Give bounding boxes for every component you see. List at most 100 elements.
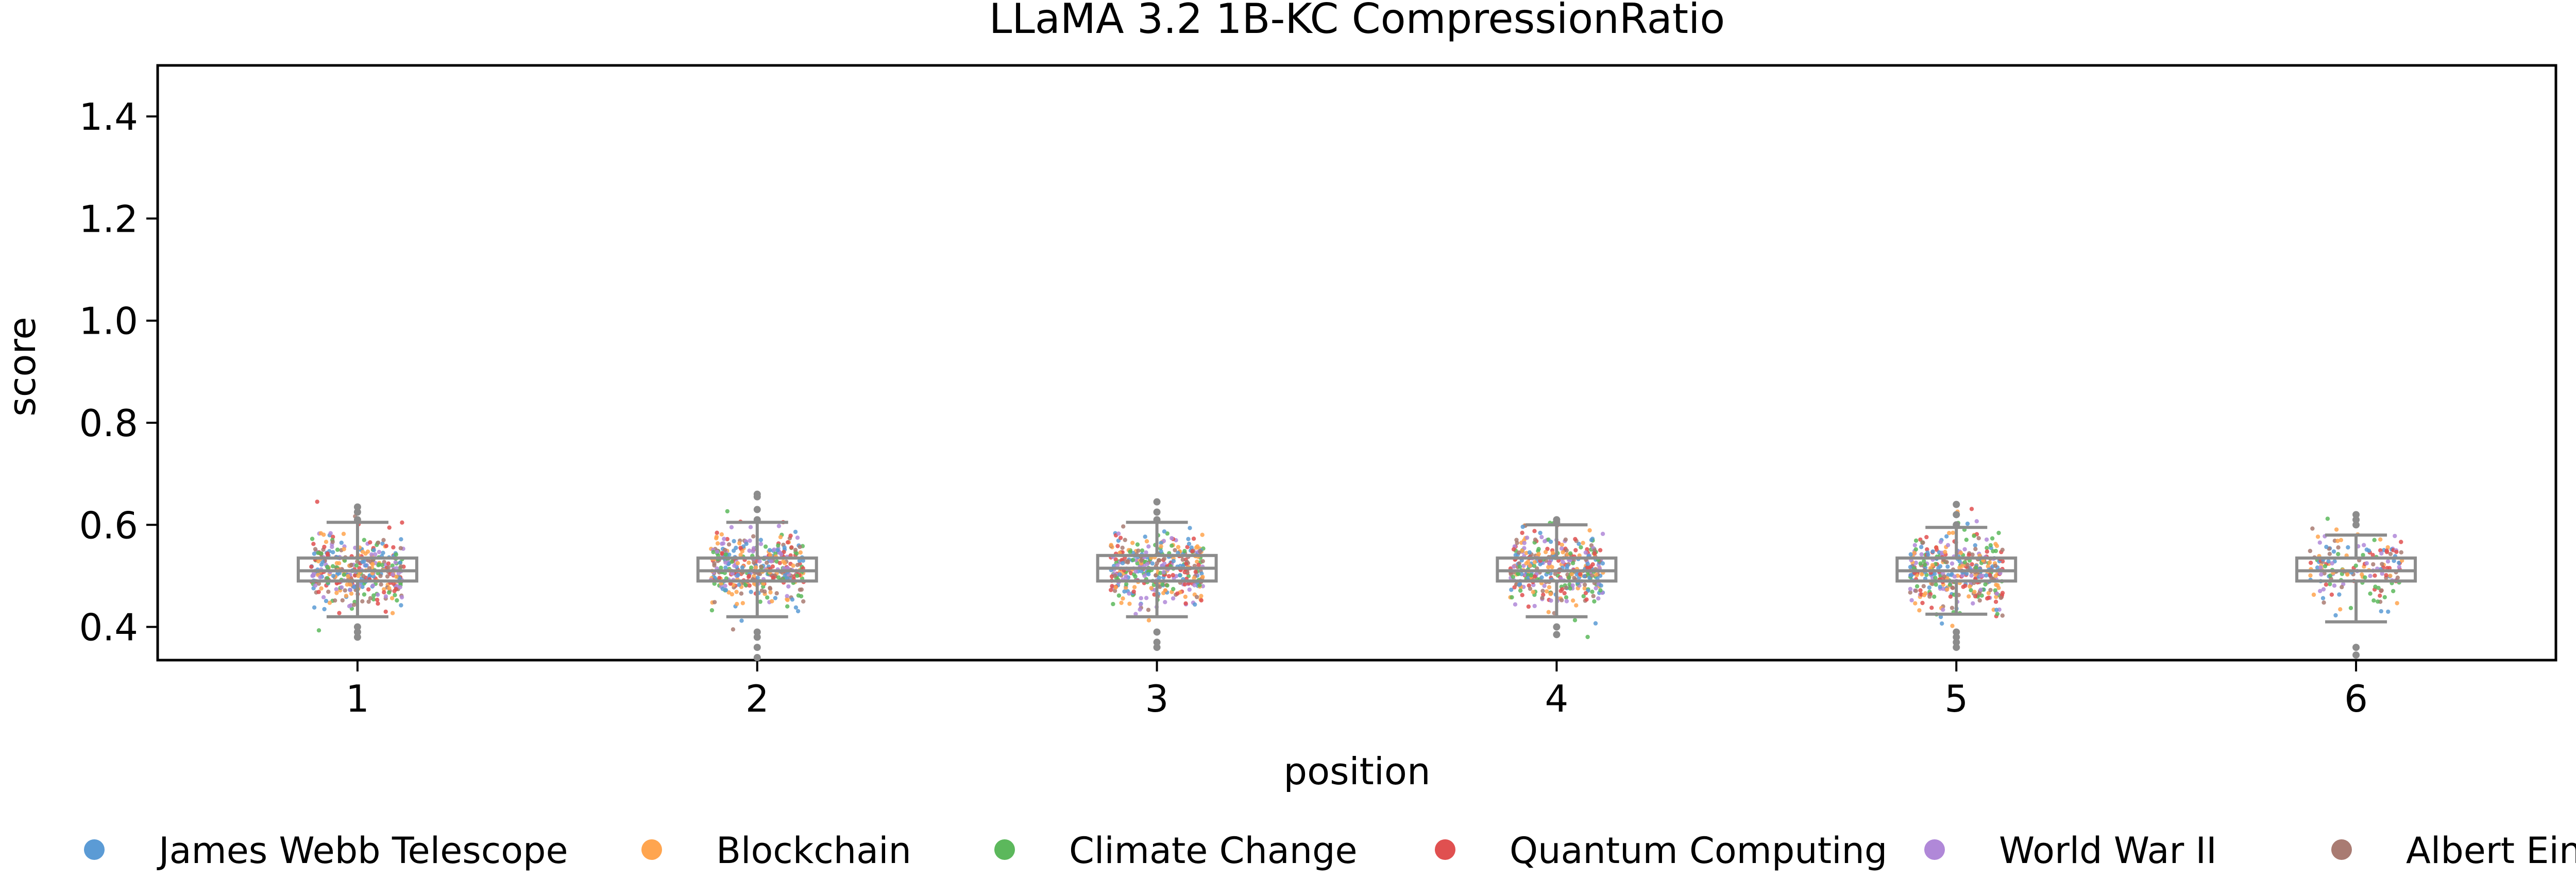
strip-point: [799, 587, 804, 592]
strip-point: [1524, 536, 1530, 540]
strip-point: [2317, 540, 2322, 545]
strip-point: [772, 547, 776, 552]
strip-point: [1951, 530, 1955, 535]
strip-point: [1188, 526, 1192, 530]
strip-point: [2338, 607, 2343, 612]
strip-point: [2399, 550, 2403, 555]
strip-point: [2371, 562, 2376, 567]
strip-point: [728, 581, 733, 586]
strip-point: [1970, 562, 1974, 567]
strip-point: [324, 598, 329, 603]
strip-point: [1570, 583, 1575, 588]
strip-point: [2376, 599, 2380, 604]
strip-point: [1183, 601, 1188, 606]
strip-point: [1568, 551, 1573, 556]
strip-point: [327, 600, 332, 605]
strip-point: [2388, 574, 2393, 578]
strip-point: [744, 542, 749, 546]
strip-point: [767, 548, 772, 553]
strip-point: [791, 563, 795, 568]
strip-point: [1192, 583, 1197, 588]
strip-point: [1588, 564, 1594, 569]
strip-point: [1526, 604, 1531, 609]
strip-point: [321, 595, 326, 600]
box-flier: [353, 628, 361, 636]
strip-point: [785, 598, 790, 602]
strip-point: [1962, 560, 1967, 565]
strip-point: [719, 532, 724, 537]
strip-point: [393, 593, 397, 597]
legend-label: Climate Change: [1069, 830, 1358, 872]
strip-point: [316, 590, 321, 594]
legend-label: Blockchain: [716, 830, 911, 872]
strip-point: [2384, 549, 2389, 555]
strip-point: [756, 572, 761, 576]
strip-point: [386, 565, 391, 570]
strip-point: [2308, 548, 2313, 554]
strip-point: [1510, 595, 1514, 600]
strip-point: [1177, 573, 1182, 578]
box-flier: [1953, 501, 1960, 508]
strip-point: [714, 534, 719, 539]
strip-point: [348, 588, 353, 592]
strip-point: [747, 583, 752, 588]
strip-point: [391, 581, 396, 586]
x-axis-label: position: [1283, 750, 1430, 793]
strip-point: [1942, 574, 1947, 579]
legend-marker-5: [2331, 839, 2352, 860]
strip-point: [2370, 553, 2375, 558]
strip-point: [337, 561, 342, 566]
strip-point: [1163, 600, 1167, 605]
strip-point: [1145, 562, 1149, 566]
strip-point: [2384, 573, 2388, 578]
strip-point: [394, 566, 399, 571]
strip-point: [1563, 537, 1568, 542]
strip-point: [1162, 529, 1167, 534]
strip-point: [1146, 608, 1151, 612]
strip-point: [395, 598, 399, 603]
strip-point: [1511, 575, 1516, 579]
strip-point: [1118, 536, 1123, 540]
strip-point: [330, 540, 335, 544]
strip-point: [340, 598, 345, 603]
strip-point: [1913, 538, 1919, 543]
strip-point: [730, 592, 735, 597]
strip-point: [1972, 533, 1976, 538]
strip-point: [1539, 534, 1544, 540]
strip-point: [765, 595, 770, 600]
strip-point: [1536, 547, 1541, 551]
strip-point: [1111, 601, 1115, 607]
strip-point: [730, 571, 735, 576]
strip-point: [370, 583, 375, 588]
legend-marker-2: [994, 839, 1015, 860]
strip-point: [795, 609, 801, 614]
strip-point: [786, 584, 791, 589]
strip-point: [1543, 539, 1547, 544]
strip-point: [1909, 598, 1914, 602]
strip-point: [1964, 538, 1969, 542]
strip-point: [721, 541, 726, 546]
strip-point: [1519, 572, 1524, 577]
strip-point: [751, 549, 755, 554]
strip-point: [2372, 573, 2377, 578]
strip-point: [2376, 585, 2381, 591]
strip-point: [1173, 548, 1177, 553]
strip-point: [1918, 561, 1923, 566]
strip-point: [1157, 558, 1162, 563]
strip-point: [2309, 560, 2313, 565]
strip-point: [362, 592, 367, 597]
strip-point: [1944, 534, 1949, 539]
strip-point: [1943, 549, 1947, 555]
strip-point: [1978, 588, 1983, 592]
strip-point: [751, 546, 756, 550]
strip-point: [1993, 574, 1998, 578]
strip-point: [1985, 546, 1989, 550]
strip-point: [1171, 559, 1176, 563]
strip-point: [316, 581, 321, 586]
strip-point: [1516, 572, 1521, 577]
strip-point: [1560, 587, 1565, 592]
strip-point: [1921, 584, 1926, 589]
strip-point: [1913, 601, 1918, 606]
strip-point: [1138, 602, 1143, 607]
strip-point: [1532, 563, 1537, 568]
